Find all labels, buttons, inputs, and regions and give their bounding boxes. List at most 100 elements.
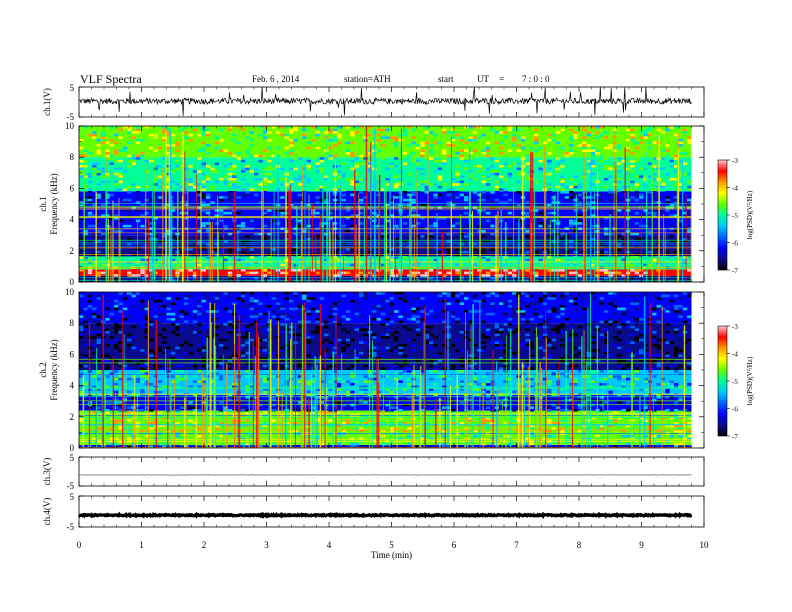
spectrogram-cell [149,159,154,163]
spectrogram-cell [547,131,552,134]
spectrogram-cell [79,139,84,142]
spectrogram-cell [573,131,578,134]
spectrogram-cell [289,139,294,142]
spectrogram-cell [127,315,132,318]
spectrogram-cell [363,139,368,142]
spectrogram-cell [385,256,390,259]
spectrogram-cell [682,214,688,217]
spectrogram-cell [96,149,101,152]
spectrogram-cell [630,165,635,168]
spectrogram-cell [149,336,154,339]
spectrogram-cell [170,351,176,355]
spectrogram-cell [306,383,311,386]
spectrogram-cell [459,149,464,152]
spectrogram-cell [389,133,394,137]
spectrogram-cell [315,126,320,129]
spectrogram-cell [446,201,451,204]
spectrogram-cell [643,167,648,171]
spectrogram-cell [131,437,136,441]
spectrogram-cell [464,159,469,163]
spectrogram-cell [656,126,661,129]
spectrogram-cell [153,188,158,191]
spectrogram-cell [280,224,285,228]
spectrogram-cell [350,274,355,277]
spectrogram-cell [162,367,167,370]
spectrogram-cell [122,154,128,158]
spectrogram-cell [267,209,272,212]
spectrogram-cell [310,198,316,202]
spectrogram-cell [415,159,421,163]
spectrogram-cell [494,131,499,134]
spectrogram-cell [258,357,263,360]
spectrogram-cell [297,375,303,378]
spectrogram-cell [481,165,486,168]
spectrogram-cell [604,165,609,168]
spectrogram-cell [170,209,176,212]
spectrogram-cell [433,209,438,212]
spectrogram-cell [319,375,324,378]
spectrogram-cell [359,154,364,158]
spectrogram-cell [197,411,202,415]
spectrogram-cell [529,133,534,137]
spectrogram-cell [236,383,241,386]
spectrogram-cell [223,175,228,178]
spectrogram-cell [201,269,206,272]
spectrogram-cell [332,338,338,342]
spectrogram-cell [385,141,390,145]
spectrogram-cell [219,240,224,243]
spectrogram-cell [96,274,101,277]
spectrogram-cell [324,320,329,324]
spectrogram-cell [634,217,639,220]
spectrogram-cell [424,157,429,160]
spectrogram-cell [214,318,219,321]
spectrogram-cell [424,274,429,277]
spectrogram-cell [92,162,97,165]
spectrogram-cell [87,204,93,207]
spectrogram-cell [240,294,246,298]
spectrogram-cell [83,312,88,316]
spectrogram-cell [643,133,648,137]
spectrogram-cell [249,167,254,171]
spectrogram-cell [144,315,149,318]
spectrogram-cell [337,318,342,321]
spectrogram-cell [210,372,215,376]
spectrogram-cell [262,367,268,370]
spectrogram-cell [289,136,294,139]
spectrogram-cell [144,370,149,373]
spectrogram-cell [363,157,368,160]
spectrogram-cell [687,180,692,184]
spectrogram-cell [359,429,364,433]
spectrogram-cell [678,152,683,155]
spectrogram-cell [407,178,412,181]
spectrogram-cell [577,144,583,147]
spectrogram-cell [240,188,246,191]
spectrogram-cell [472,149,478,152]
spectrogram-cell [144,383,149,386]
spectrogram-cell [140,357,145,360]
spectrogram-cell [464,196,469,199]
spectrogram-cell [354,248,359,251]
spectrogram-cell [188,385,193,389]
spectrogram-cell [131,299,136,303]
spectrogram-cell [604,146,609,150]
spectrogram-cell [232,136,237,139]
spectrogram-cell [219,323,224,326]
spectrogram-cell [345,385,351,389]
spectrogram-cell [96,183,101,186]
spectrogram-cell [83,393,88,396]
spectrogram-cell [153,128,158,132]
spectrogram-cell [236,398,241,402]
spectrogram-cell [586,172,591,176]
spectrogram-cell [324,224,329,228]
spectrogram-cell [617,157,622,160]
spectrogram-cell [219,139,224,142]
spectrogram-cell [267,232,272,236]
spectrogram-cell [590,146,596,150]
spectrogram-cell [490,128,495,132]
spectrogram-cell [481,248,486,251]
spectrogram-cell [332,312,338,316]
spectrogram-cell [210,354,215,357]
spectrogram-cell [184,323,189,326]
spectrogram-cell [205,224,211,228]
spectrogram-cell [472,165,478,168]
